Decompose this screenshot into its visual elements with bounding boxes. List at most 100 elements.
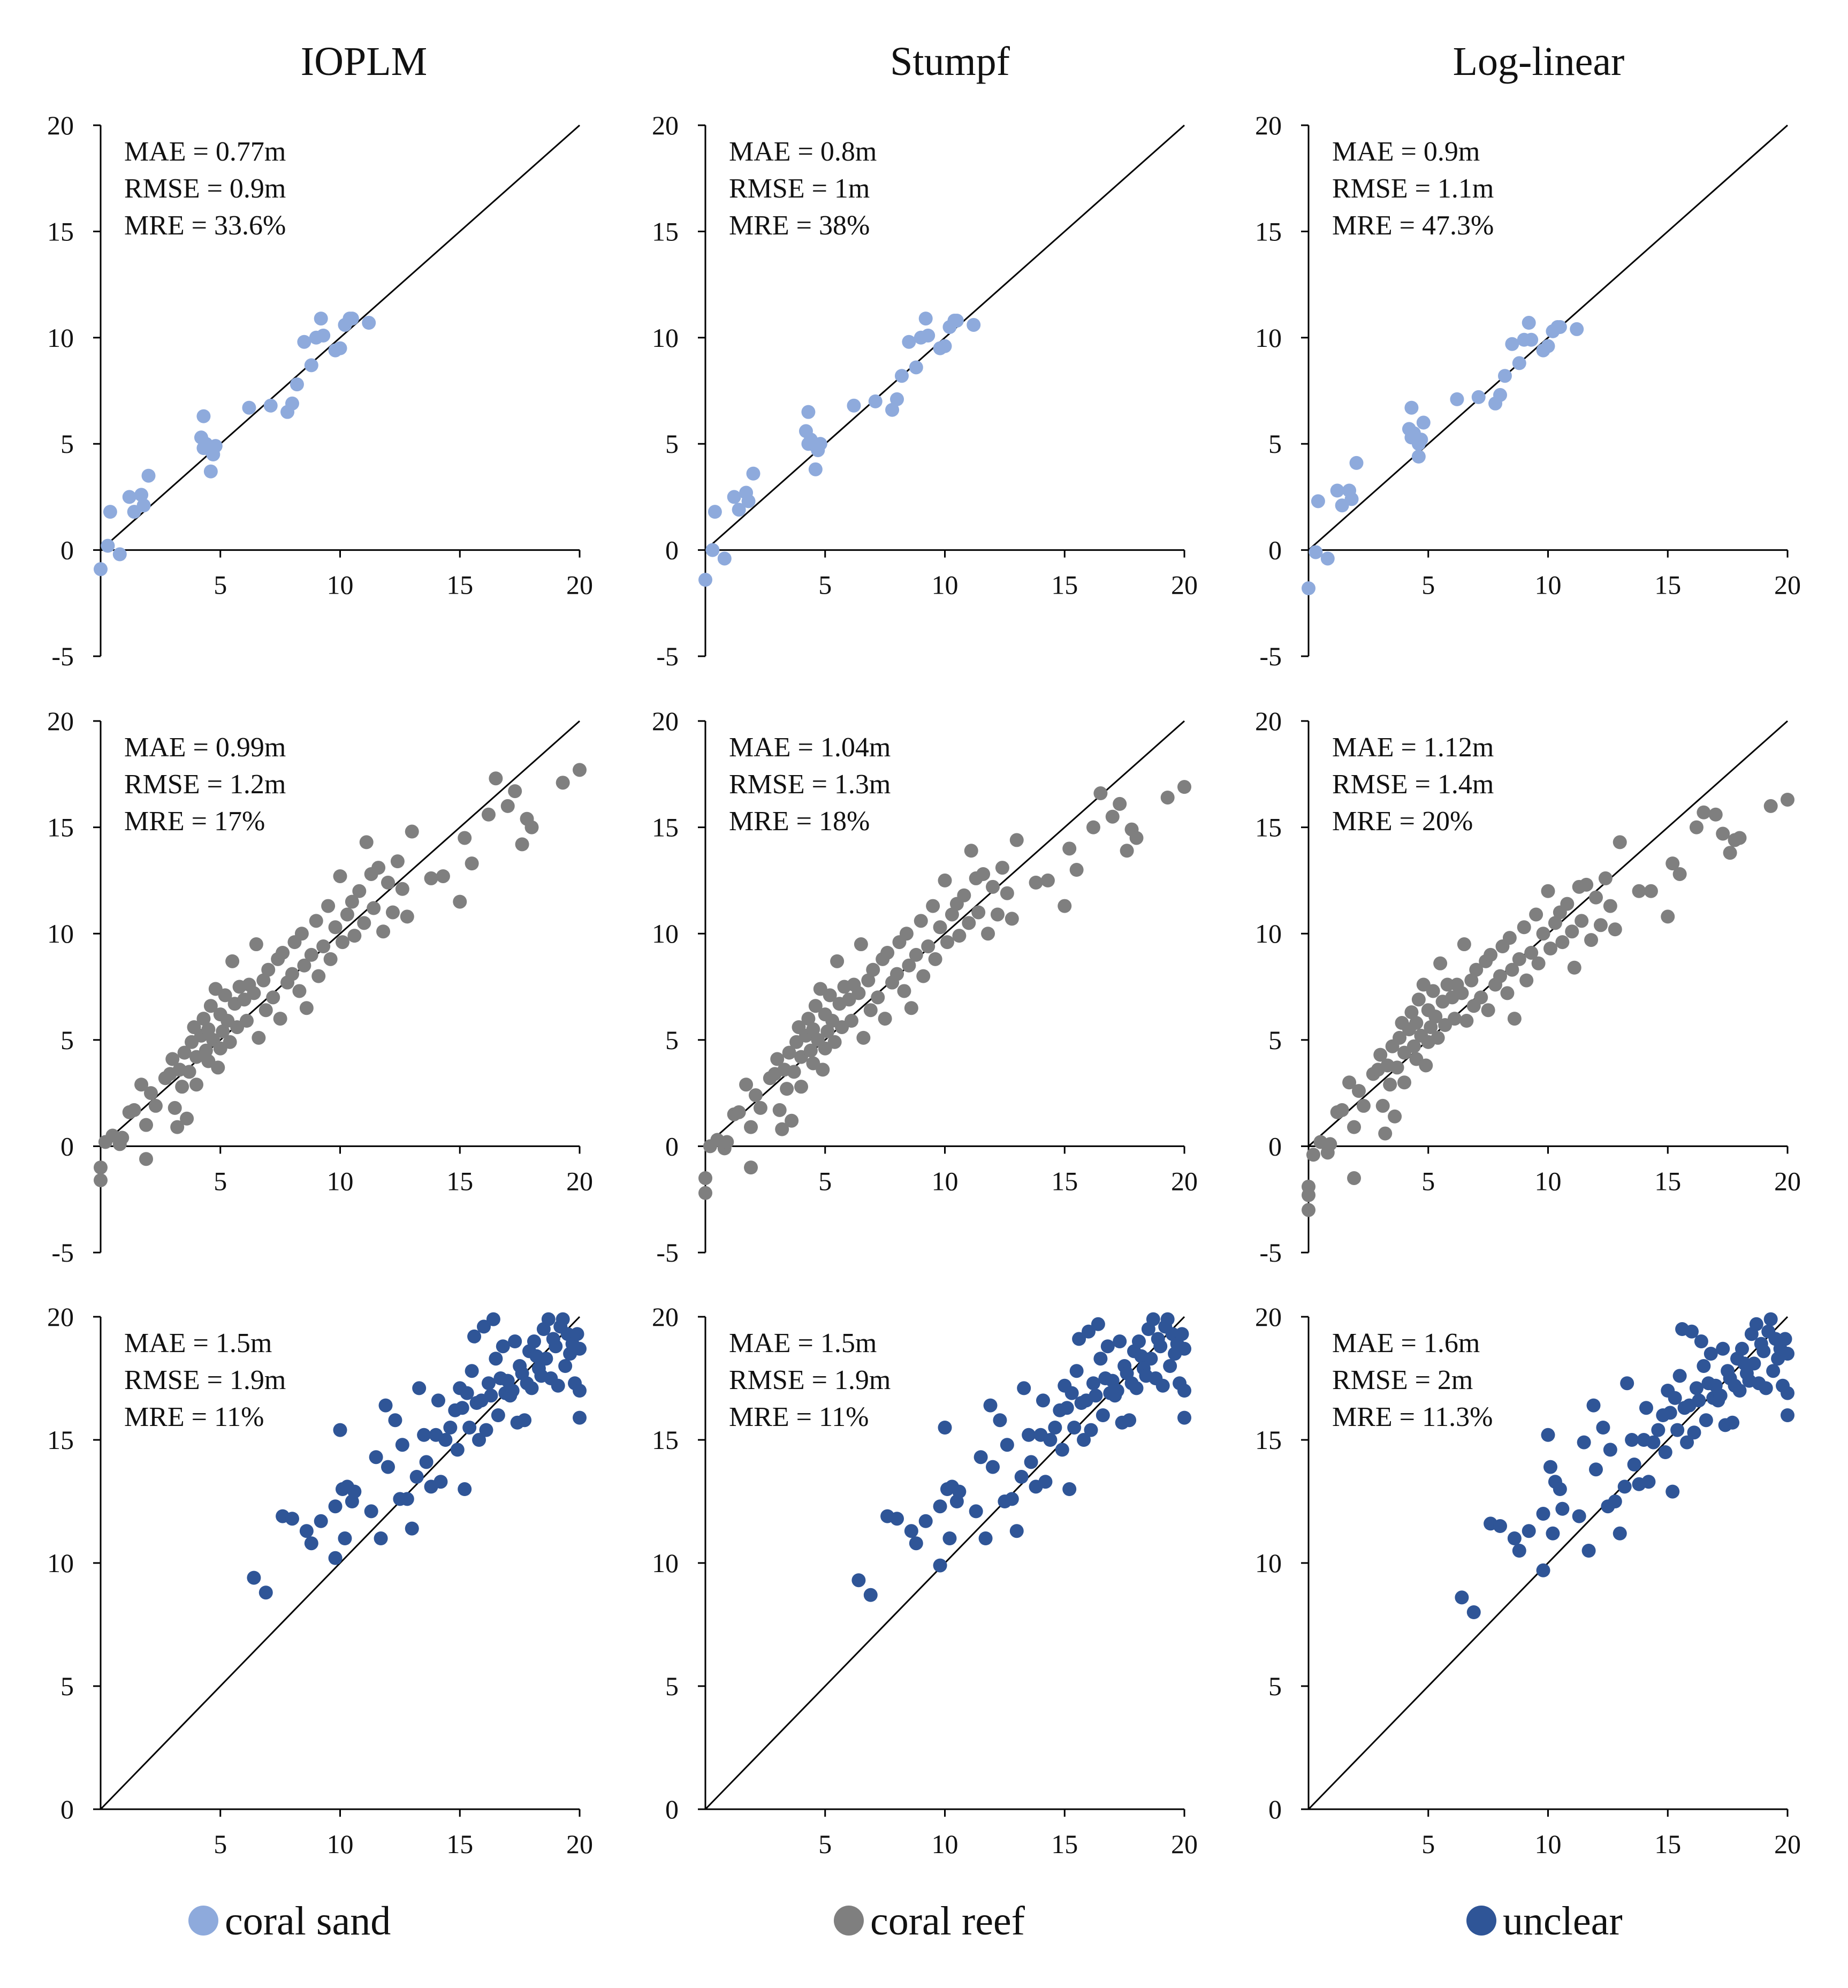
data-point [1670, 1423, 1685, 1437]
data-point [952, 929, 967, 943]
data-point [419, 1455, 434, 1469]
data-point [395, 1438, 409, 1452]
data-point [143, 1086, 158, 1101]
data-point [1404, 400, 1419, 415]
data-point [949, 314, 964, 328]
data-point [1708, 807, 1723, 822]
data-point [921, 939, 936, 954]
data-point [772, 1103, 787, 1117]
data-point [938, 1421, 952, 1435]
data-point [1512, 356, 1526, 370]
data-point [405, 824, 419, 839]
data-point [1450, 392, 1464, 406]
data-point [496, 1339, 510, 1354]
y-tick-label: 10 [652, 919, 679, 949]
data-point [851, 986, 866, 1000]
data-point [1067, 1421, 1082, 1435]
data-point [775, 1122, 789, 1136]
data-point [405, 1521, 419, 1536]
data-point [827, 1035, 842, 1049]
data-point [489, 1352, 503, 1366]
data-point [225, 954, 240, 968]
data-point [1608, 922, 1622, 937]
data-point [362, 316, 376, 330]
panel-2-log-linear: -5 0 5 10 15 20 5 10 15 20 MAE = 1.12m RMSE = 1.4m M… [1255, 706, 1801, 1268]
data-point [500, 799, 515, 813]
legend-marker-coral-sand [188, 1906, 218, 1936]
data-point [1536, 1507, 1550, 1521]
stat-label: RMSE = 1.9m [729, 1365, 891, 1395]
data-point [94, 562, 108, 576]
data-point [708, 505, 722, 519]
data-point [1471, 390, 1486, 404]
data-point [1457, 937, 1471, 952]
data-point [1505, 337, 1519, 351]
data-point [918, 1514, 933, 1528]
data-point [942, 1531, 957, 1545]
data-point [851, 1573, 866, 1588]
data-point [134, 1078, 149, 1092]
data-point [371, 861, 386, 875]
data-point [1320, 551, 1335, 566]
data-point [1567, 960, 1581, 975]
data-point [1464, 973, 1479, 988]
data-point [378, 1398, 393, 1413]
data-point [1424, 1020, 1438, 1034]
data-point [1507, 1531, 1522, 1545]
data-point [933, 1499, 947, 1514]
data-point [1692, 1393, 1706, 1408]
data-point [1658, 1445, 1672, 1459]
data-point [170, 1120, 185, 1134]
data-point [1565, 924, 1579, 939]
legend-item-coral-reef: coral reef [834, 1899, 1025, 1944]
data-point [962, 916, 976, 930]
data-point [1543, 942, 1557, 956]
y-tick-label: 15 [652, 1425, 679, 1455]
data-point [570, 1327, 584, 1341]
data-point [1474, 990, 1488, 1005]
data-point [1524, 945, 1539, 960]
data-point [165, 1052, 180, 1066]
data-point [1522, 1524, 1536, 1538]
data-point [285, 1512, 299, 1526]
data-point [1009, 1524, 1024, 1538]
data-point [1555, 935, 1570, 950]
data-point [1466, 1605, 1481, 1619]
data-point [1373, 1048, 1388, 1062]
data-point [1120, 844, 1134, 858]
data-point [1409, 1016, 1424, 1030]
data-point [1512, 952, 1526, 966]
stat-label: MRE = 11.3% [1332, 1402, 1493, 1432]
data-point [863, 1003, 878, 1018]
data-point [890, 1512, 904, 1526]
data-point [1393, 1030, 1407, 1045]
data-point [266, 990, 280, 1005]
stat-label: MRE = 20% [1332, 806, 1473, 837]
data-point [258, 1003, 273, 1018]
data-point [803, 1043, 818, 1058]
stat-label: MAE = 0.99m [124, 732, 286, 763]
data-point [890, 967, 904, 981]
data-point [1713, 1388, 1728, 1403]
panel-3-ioplm: 0 5 10 15 20 5 10 15 20 MAE = 1.5m RMSE = 1.9m MRE … [47, 1302, 593, 1859]
data-point [744, 1120, 758, 1134]
identity-line [705, 124, 1185, 551]
data-point [541, 1312, 556, 1326]
data-point [1100, 1339, 1115, 1354]
stat-label: MAE = 1.6m [1332, 1328, 1480, 1359]
data-point [1302, 581, 1315, 596]
y-tick-label: 10 [652, 323, 679, 353]
y-tick-label: 20 [1255, 1302, 1282, 1332]
stat-label: RMSE = 2m [1332, 1365, 1473, 1395]
data-point [101, 538, 115, 553]
data-point [112, 547, 127, 562]
data-point [122, 490, 136, 504]
data-point [1672, 867, 1687, 881]
data-point [115, 1130, 130, 1145]
stat-label: MAE = 1.12m [1332, 732, 1494, 763]
data-point [1411, 450, 1426, 464]
data-point [967, 317, 981, 332]
data-point [909, 360, 923, 375]
data-point [976, 867, 991, 881]
data-point [252, 1030, 266, 1045]
